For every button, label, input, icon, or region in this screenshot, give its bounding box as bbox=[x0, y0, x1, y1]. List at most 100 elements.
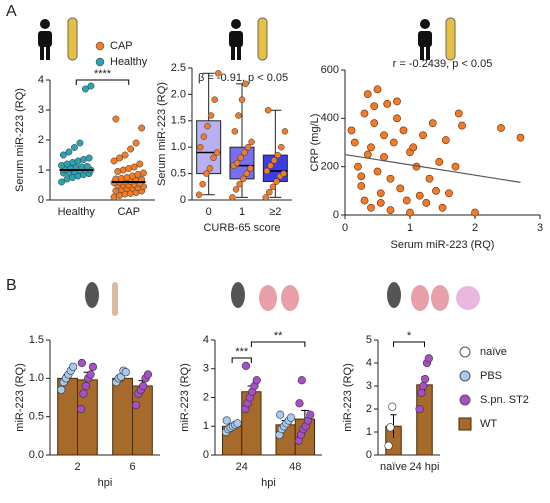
y-tick-label: 0 bbox=[366, 449, 372, 461]
legend-label: naïve bbox=[480, 346, 507, 358]
point bbox=[370, 119, 379, 128]
point bbox=[79, 389, 88, 398]
regression-line bbox=[344, 153, 521, 183]
significance: *** bbox=[235, 346, 249, 358]
point bbox=[236, 180, 243, 188]
point bbox=[81, 381, 90, 391]
point bbox=[451, 162, 460, 171]
y-tick-label: 2 bbox=[38, 134, 44, 146]
x-tick-label: 24 bbox=[236, 461, 248, 473]
point bbox=[57, 385, 66, 394]
point bbox=[415, 191, 424, 200]
point bbox=[421, 375, 430, 384]
y-tick-label: 0 bbox=[203, 449, 209, 461]
x-axis-label: Serum miR-223 (RQ) bbox=[391, 239, 495, 251]
point bbox=[276, 410, 285, 419]
legend-label: Healthy bbox=[110, 56, 148, 68]
y-tick-label: 1.0 bbox=[29, 372, 44, 384]
legend-label: PBS bbox=[480, 370, 502, 382]
point bbox=[121, 368, 130, 377]
point bbox=[274, 151, 281, 159]
legend-label: S.pn. ST2 bbox=[480, 394, 529, 406]
x-tick-label: naïve bbox=[380, 461, 407, 473]
point bbox=[77, 358, 86, 368]
point bbox=[441, 136, 450, 144]
point bbox=[213, 149, 221, 156]
point bbox=[425, 174, 434, 183]
point bbox=[409, 143, 418, 152]
y-tick-label: 1.0 bbox=[171, 141, 186, 153]
point bbox=[386, 206, 395, 215]
point bbox=[350, 138, 359, 147]
point bbox=[516, 133, 525, 142]
y-tick-label: 1 bbox=[366, 426, 372, 438]
y-tick-label: 3 bbox=[38, 104, 44, 116]
point bbox=[233, 159, 241, 167]
point bbox=[354, 162, 362, 171]
y-tick-label: 4 bbox=[203, 334, 209, 346]
point bbox=[131, 401, 141, 410]
point bbox=[143, 370, 153, 379]
point bbox=[388, 402, 397, 411]
point bbox=[248, 138, 255, 146]
point bbox=[445, 189, 453, 198]
point bbox=[81, 85, 89, 93]
x-tick-label: 0 bbox=[206, 206, 212, 218]
bar bbox=[112, 377, 133, 456]
point bbox=[69, 362, 78, 371]
point bbox=[138, 124, 146, 132]
point bbox=[65, 148, 73, 156]
point bbox=[406, 208, 414, 217]
point bbox=[280, 170, 287, 177]
point bbox=[373, 167, 382, 176]
point bbox=[438, 203, 447, 212]
y-tick-label: 0 bbox=[180, 194, 186, 206]
point bbox=[419, 131, 427, 140]
y-tick-label: 1.5 bbox=[171, 115, 186, 127]
point bbox=[357, 182, 366, 190]
point bbox=[130, 163, 138, 171]
point bbox=[112, 115, 120, 123]
point bbox=[402, 196, 411, 205]
point bbox=[85, 154, 93, 162]
legend-swatch bbox=[95, 57, 105, 67]
point bbox=[428, 119, 437, 128]
point bbox=[263, 167, 271, 175]
x-tick-label: 2 bbox=[74, 461, 80, 473]
point bbox=[384, 441, 393, 450]
point bbox=[199, 180, 206, 188]
point bbox=[297, 376, 306, 385]
legend-swatch bbox=[458, 417, 472, 431]
legend-swatch bbox=[95, 41, 105, 51]
point bbox=[357, 172, 366, 181]
y-tick-label: 1 bbox=[38, 164, 44, 176]
point bbox=[295, 399, 304, 408]
point bbox=[417, 388, 426, 398]
point bbox=[363, 150, 372, 159]
point bbox=[383, 99, 392, 108]
x-tick-label: 2 bbox=[472, 222, 478, 234]
point bbox=[264, 106, 272, 114]
point bbox=[197, 143, 204, 151]
point bbox=[242, 80, 249, 88]
bracket bbox=[75, 79, 130, 85]
y-tick-label: 400 bbox=[321, 112, 339, 124]
point bbox=[200, 133, 208, 140]
point bbox=[435, 157, 444, 166]
point bbox=[273, 178, 280, 185]
point bbox=[76, 404, 86, 414]
point bbox=[267, 162, 274, 169]
point bbox=[222, 416, 231, 425]
point bbox=[116, 154, 124, 162]
point bbox=[380, 153, 388, 161]
point bbox=[262, 194, 269, 201]
point bbox=[432, 186, 440, 195]
y-axis-label: Serum miR-223 (RQ) bbox=[156, 82, 168, 186]
legend-swatch bbox=[459, 370, 471, 382]
y-tick-label: 5 bbox=[366, 334, 372, 346]
point bbox=[471, 208, 479, 217]
legend-swatch bbox=[459, 346, 471, 358]
x-tick-label: 24 hpi bbox=[410, 461, 440, 473]
x-tick-label: 1 bbox=[407, 222, 413, 234]
